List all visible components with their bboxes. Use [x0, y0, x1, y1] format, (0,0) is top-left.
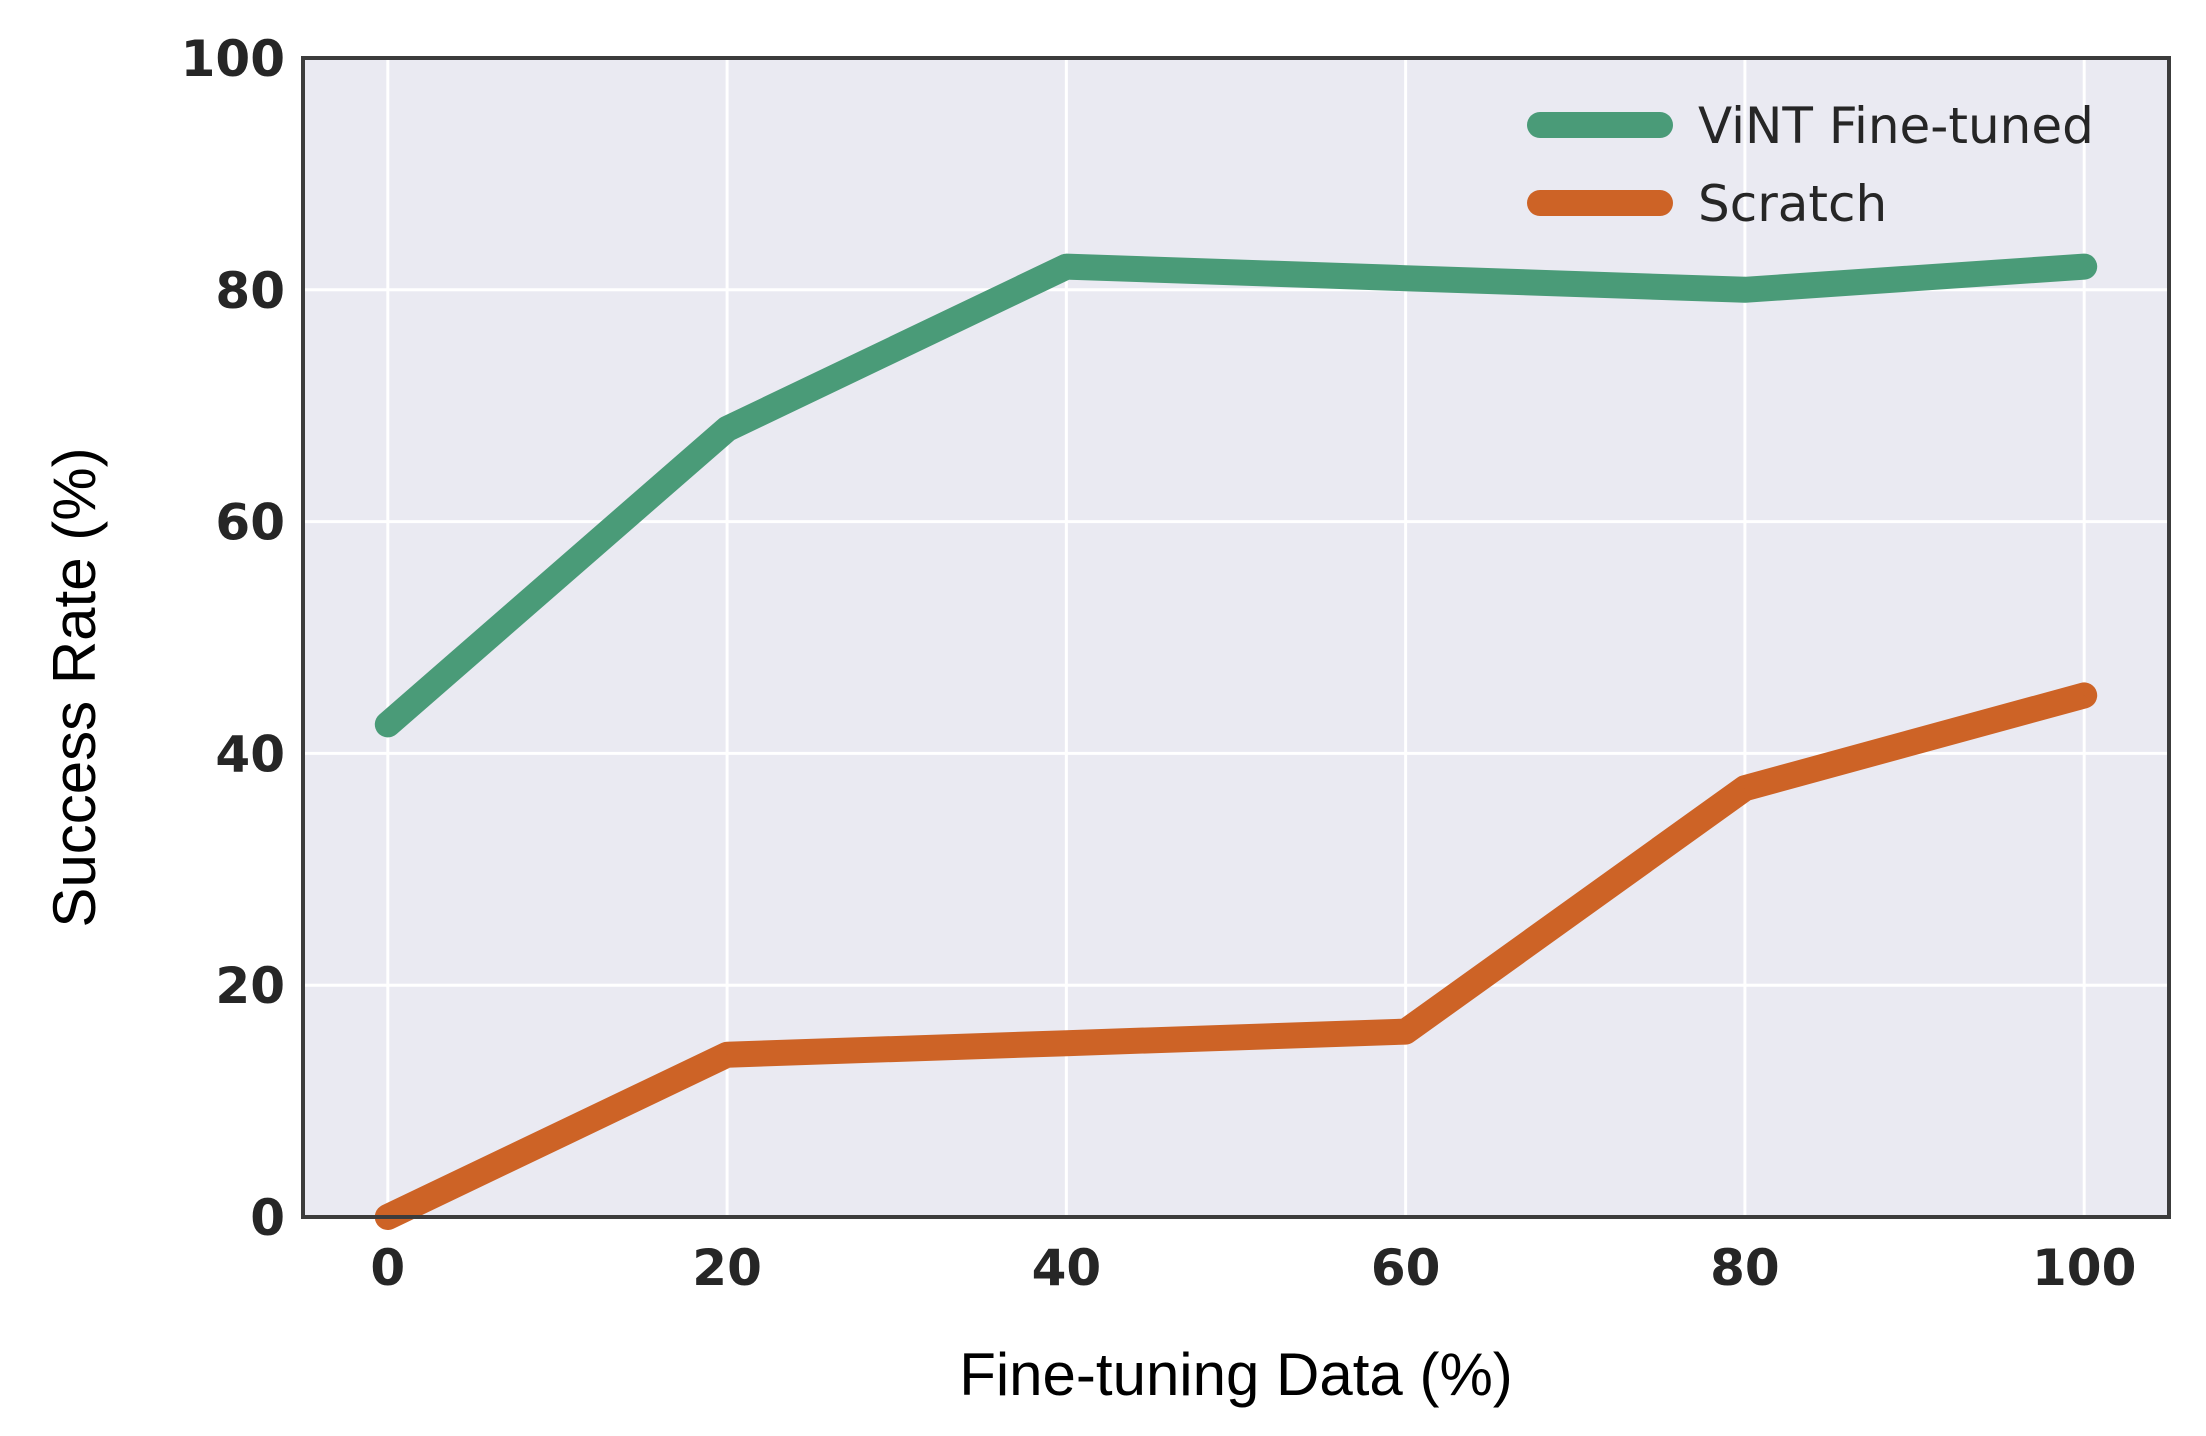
series-line-vint-fine-tuned: [374, 253, 2098, 738]
data-point: [2083, 694, 2085, 696]
y-tick-label: 80: [215, 262, 285, 320]
data-point: [726, 1054, 728, 1056]
y-axis-title: Success Rate (%): [41, 447, 108, 927]
y-tick-label: 20: [215, 957, 285, 1015]
y-tick-label: 40: [215, 725, 285, 783]
series-lines: [374, 253, 2098, 1230]
x-tick-label: 60: [1371, 1239, 1441, 1297]
y-tick-label: 0: [250, 1189, 285, 1247]
data-point: [1405, 1031, 1407, 1033]
x-tick-label: 80: [1710, 1239, 1780, 1297]
y-tick-label: 60: [215, 494, 285, 552]
legend-label: ViNT Fine-tuned: [1698, 97, 2094, 155]
legend-label: Scratch: [1698, 175, 1887, 233]
legend: ViNT Fine-tuned Scratch: [1527, 97, 2094, 233]
data-point: [1744, 289, 1746, 291]
y-tick-label: 100: [181, 30, 285, 88]
x-tick-label: 20: [692, 1239, 762, 1297]
data-point: [726, 428, 728, 430]
series-line-scratch: [374, 682, 2098, 1230]
data-point: [1744, 787, 1746, 789]
y-axis-ticks: 0 20 40 60 80 100: [181, 30, 285, 1247]
x-axis-title: Fine-tuning Data (%): [959, 1341, 1513, 1408]
data-point: [1065, 266, 1067, 268]
plot-background: [303, 58, 2169, 1217]
data-point: [387, 723, 389, 725]
x-tick-label: 0: [370, 1239, 405, 1297]
x-tick-label: 40: [1032, 1239, 1102, 1297]
x-axis-ticks: 0 20 40 60 80 100: [370, 1239, 2136, 1297]
data-point: [1065, 1042, 1067, 1044]
data-point: [1405, 277, 1407, 279]
x-tick-label: 100: [2032, 1239, 2136, 1297]
data-point: [2083, 266, 2085, 268]
plot-frame: [301, 56, 2171, 1219]
